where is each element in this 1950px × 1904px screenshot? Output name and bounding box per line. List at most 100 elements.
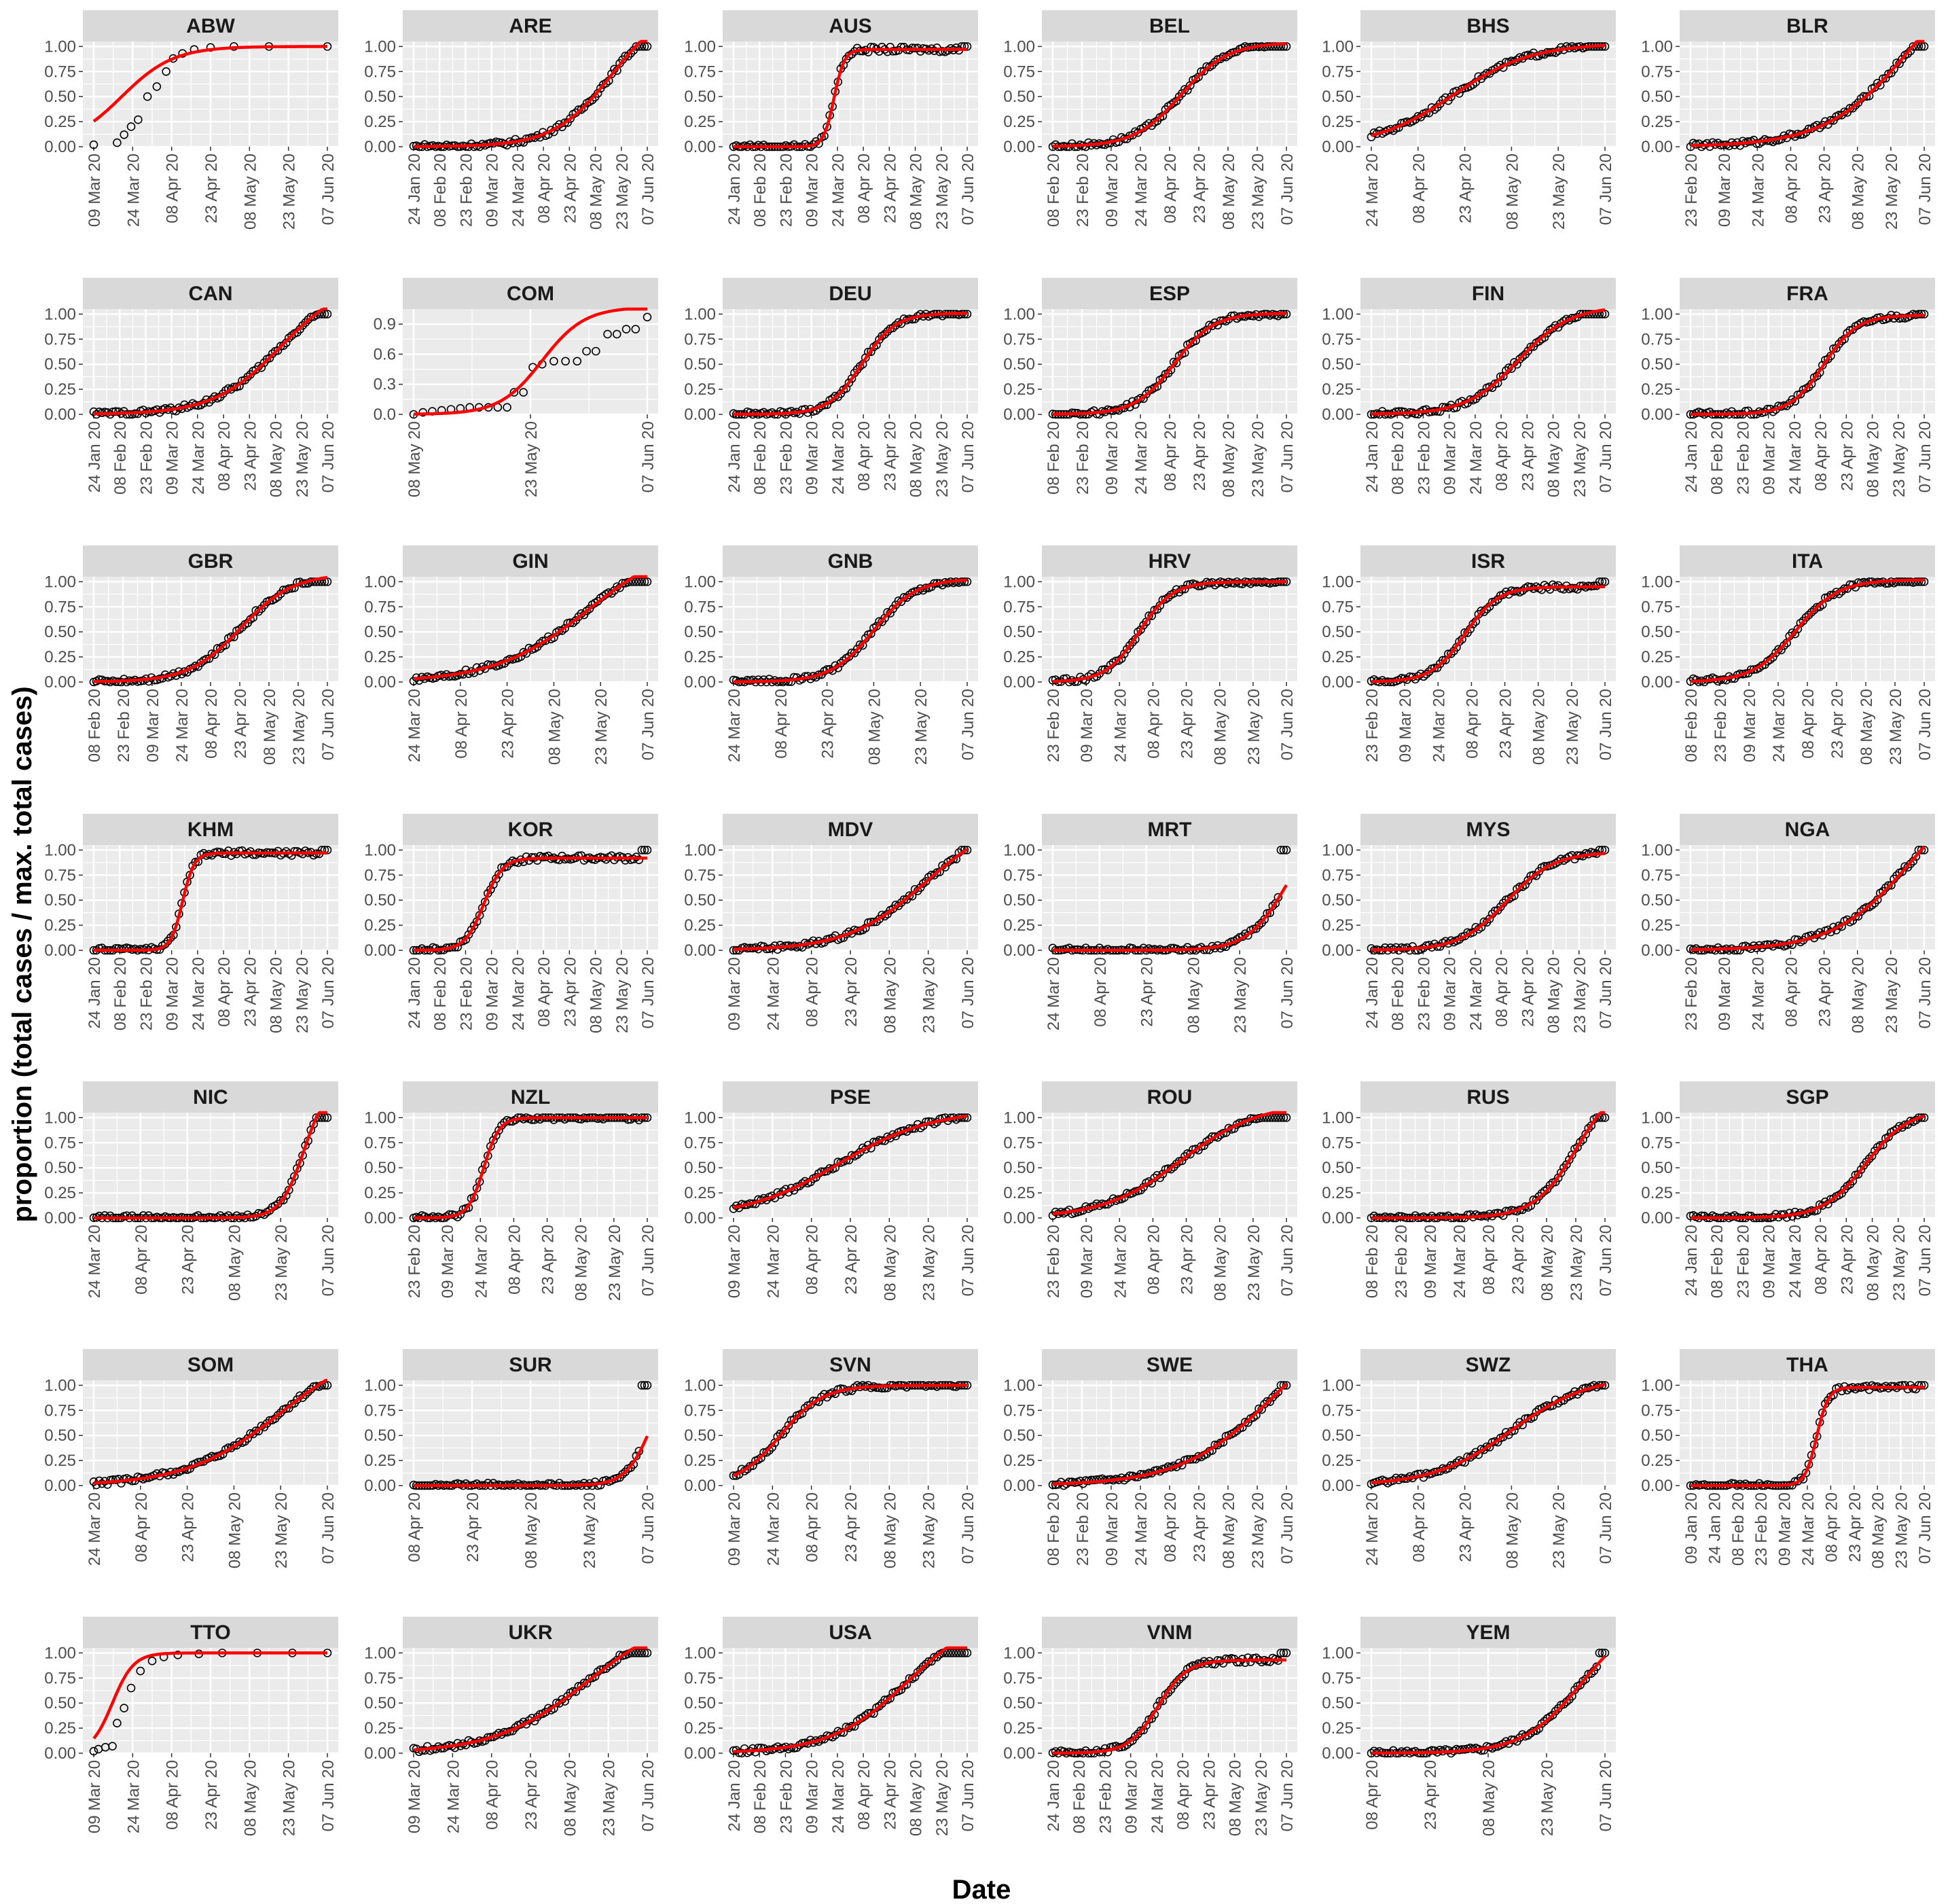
y-tick-label: 0.75	[1322, 1401, 1354, 1420]
facet-can: CAN 0.00 0.25 0.50 0.75 1.00 24 Jan 20 08 Feb 2…	[44, 278, 338, 497]
y-tick-label: 0.00	[1641, 941, 1673, 960]
y-tick-label: 0.75	[1003, 62, 1035, 81]
y-tick-label: 0.25	[684, 648, 716, 666]
x-tick-label: 23 Apr 20	[1519, 421, 1537, 491]
x-tick-label: 08 Feb 20	[1729, 1492, 1748, 1566]
y-tick-label: 0.00	[364, 1477, 396, 1495]
y-tick-label: 0.50	[364, 88, 396, 106]
y-tick-label: 0.75	[44, 1401, 76, 1420]
x-tick-label: 24 Mar 20	[764, 1492, 782, 1566]
x-tick-label: 23 Apr 20	[819, 689, 837, 759]
x-tick-label: 08 May 20	[1503, 1492, 1521, 1568]
y-tick-label: 1.00	[44, 1109, 76, 1127]
x-tick-label: 24 Mar 20	[189, 957, 208, 1030]
facet-strip	[1680, 1081, 1935, 1113]
y-tick-label: 0.75	[1322, 598, 1354, 616]
x-tick-label: 23 Apr 20	[842, 1225, 861, 1295]
data-point	[1856, 907, 1866, 916]
y-tick-label: 0.25	[44, 1452, 76, 1470]
data-point	[1279, 846, 1288, 855]
data-point	[111, 407, 120, 416]
y-tick-label: 0.75	[1322, 62, 1354, 81]
y-tick-label: 0.00	[1641, 1209, 1673, 1227]
x-tick-label: 08 Apr 20	[132, 1225, 151, 1295]
y-tick-label: 1.00	[684, 841, 716, 859]
x-tick-label: 23 May 20	[581, 1492, 599, 1568]
data-point	[1163, 593, 1173, 602]
x-tick-label: 23 May 20	[1249, 154, 1267, 230]
facet-sur: SUR 0.00 0.25 0.50 0.75 1.00 08 Apr 20 23 Apr 2…	[364, 1349, 658, 1568]
facet-strip	[1360, 1081, 1616, 1113]
y-tick-label: 0.75	[1003, 330, 1035, 348]
data-point	[621, 325, 631, 334]
facet-hrv: HRV 0.00 0.25 0.50 0.75 1.00 23 Feb 20 09 Mar 2…	[1003, 545, 1297, 765]
x-tick-label: 24 Jan 20	[1363, 421, 1382, 492]
facet-strip	[723, 1349, 978, 1380]
y-tick-label: 0.50	[1003, 623, 1035, 641]
data-point	[759, 1448, 768, 1457]
y-tick-label: 0.25	[684, 916, 716, 935]
data-point	[1254, 920, 1263, 930]
data-point	[643, 846, 652, 855]
x-tick-label: 23 Apr 20	[179, 1225, 198, 1295]
y-tick-label: 0.25	[1322, 380, 1354, 399]
x-tick-label: 24 Mar 20	[1467, 957, 1485, 1030]
data-point	[312, 1382, 321, 1390]
x-tick-label: 09 Jan 20	[1682, 1492, 1701, 1564]
facet-khm: KHM 0.00 0.25 0.50 0.75 1.00 24 Jan 20 08 Feb 2…	[44, 814, 338, 1033]
facet-esp: ESP 0.00 0.25 0.50 0.75 1.00 08 Feb 20 23 Feb 2…	[1003, 278, 1297, 497]
facet-strip	[83, 1081, 338, 1113]
y-tick-label: 1.00	[1003, 1109, 1035, 1127]
x-tick-label: 23 May 20	[933, 421, 952, 497]
facet-pse: PSE 0.00 0.25 0.50 0.75 1.00 09 Mar 20 24 Mar 2…	[684, 1081, 978, 1301]
data-point	[634, 855, 644, 865]
x-tick-label: 23 Apr 20	[1138, 957, 1157, 1027]
x-tick-label: 23 May 20	[912, 689, 931, 765]
data-point	[754, 675, 763, 684]
y-tick-label: 0.75	[684, 330, 716, 348]
x-tick-label: 09 Mar 20	[1103, 421, 1121, 495]
data-point	[467, 139, 476, 148]
x-tick-label: 23 Apr 20	[241, 421, 259, 491]
data-point	[1119, 649, 1129, 658]
x-tick-label: 08 Apr 20	[202, 689, 221, 759]
x-tick-label: 23 May 20	[272, 1225, 291, 1301]
data-point	[916, 47, 925, 56]
facet-title: GIN	[512, 550, 548, 573]
fit-line	[1371, 1382, 1606, 1484]
x-tick-label: 07 Jun 20	[1278, 957, 1297, 1028]
y-tick-label: 0.75	[364, 866, 396, 884]
data-point	[503, 403, 511, 412]
x-tick-label: 23 Apr 20	[842, 1492, 861, 1562]
x-tick-label: 24 Mar 20	[173, 689, 192, 762]
y-tick-label: 0.50	[684, 88, 716, 106]
data-point	[1447, 649, 1456, 658]
y-tick-label: 0.75	[684, 598, 716, 616]
y-tick-label: 1.00	[364, 573, 396, 591]
facet-fin: FIN 0.00 0.25 0.50 0.75 1.00 24 Jan 20 08 Feb 2…	[1322, 278, 1616, 497]
x-tick-label: 08 May 20	[907, 154, 926, 230]
fit-line	[1690, 578, 1924, 683]
y-tick-label: 0.75	[1641, 1134, 1673, 1152]
x-tick-label: 09 Mar 20	[1716, 154, 1734, 227]
x-tick-label: 24 Mar 20	[1786, 1225, 1805, 1298]
fit-line	[733, 1384, 967, 1477]
x-tick-label: 09 Mar 20	[1078, 689, 1096, 762]
fit-line	[94, 851, 327, 952]
x-tick-label: 08 May 20	[588, 957, 606, 1033]
y-tick-label: 1.00	[364, 37, 396, 56]
facet-strip	[1680, 545, 1935, 577]
data-point	[494, 1126, 503, 1135]
x-tick-label: 07 Jun 20	[639, 1492, 657, 1564]
facet-title: SWZ	[1466, 1354, 1511, 1376]
x-tick-label: 08 Feb 20	[111, 421, 130, 495]
y-tick-label: 0.25	[44, 916, 76, 935]
y-tick-label: 0.25	[44, 1184, 76, 1202]
facet-tha: THA 0.00 0.25 0.50 0.75 1.00 09 Jan 20 24 Jan 2…	[1641, 1349, 1935, 1568]
y-tick-label: 0.6	[374, 345, 396, 363]
x-tick-label: 08 Apr 20	[535, 957, 554, 1027]
y-tick-label: 0.50	[364, 891, 396, 910]
data-point	[1780, 641, 1788, 650]
data-point	[624, 1115, 632, 1124]
y-tick-label: 1.00	[1641, 1376, 1673, 1395]
